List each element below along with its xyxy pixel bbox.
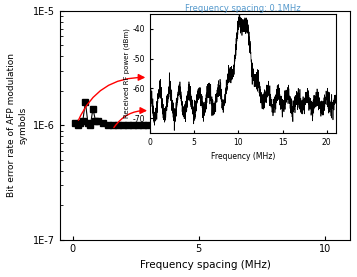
Title: Frequency spacing: 0.1MHz: Frequency spacing: 0.1MHz	[185, 4, 301, 13]
X-axis label: Frequency (MHz): Frequency (MHz)	[211, 152, 275, 161]
Y-axis label: Bit error rate of AFP modulation
symbols: Bit error rate of AFP modulation symbols	[7, 53, 28, 197]
X-axis label: Frequency spacing (MHz): Frequency spacing (MHz)	[140, 260, 271, 270]
Y-axis label: Received RF power (dBm): Received RF power (dBm)	[123, 29, 130, 118]
